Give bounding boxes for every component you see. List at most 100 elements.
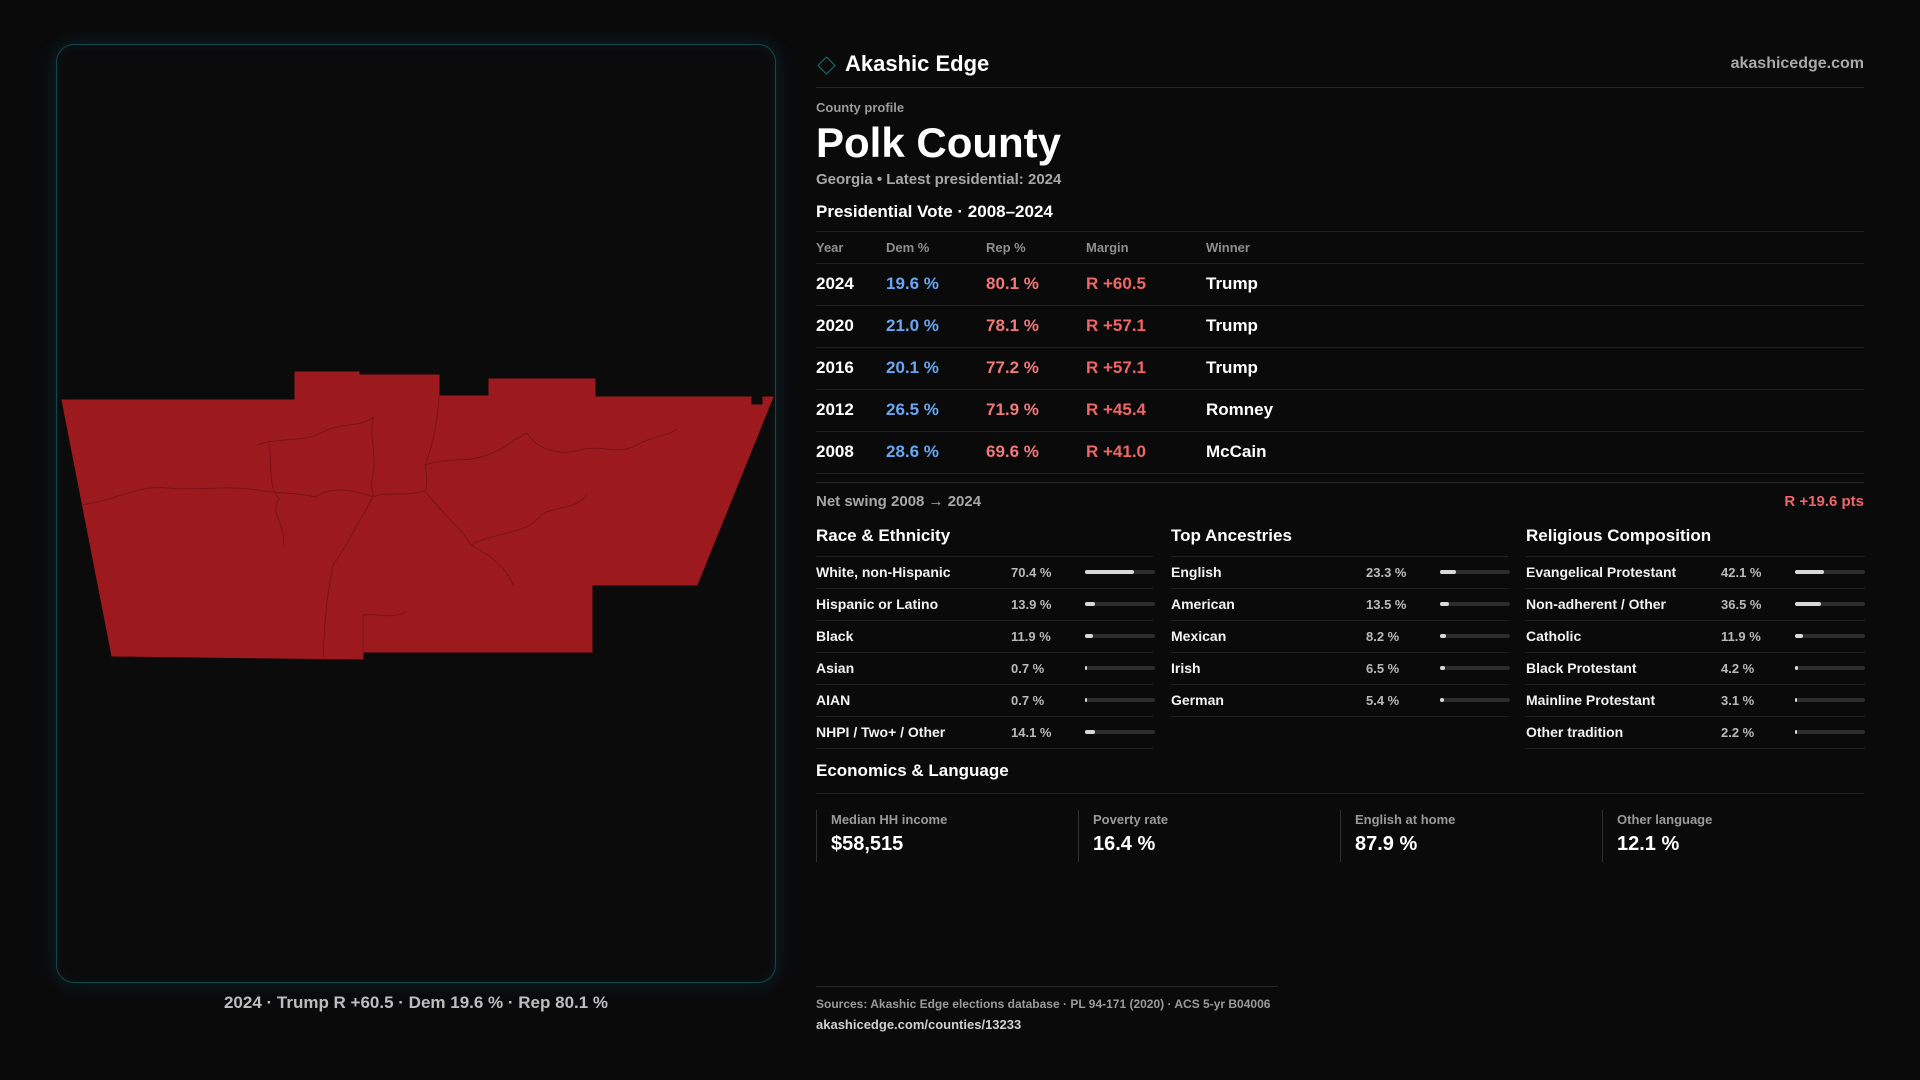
list-item: Irish 6.5 % <box>1171 653 1510 685</box>
cell-winner: Trump <box>1206 305 1864 348</box>
item-label: English <box>1171 564 1222 580</box>
cell-rep: 80.1 % <box>986 263 1086 306</box>
religion-title: Religious Composition <box>1526 526 1865 557</box>
share-bar-fill <box>1795 570 1825 574</box>
table-row: 2012 26.5 % 71.9 % R +45.4 Romney <box>816 389 1864 432</box>
share-bar <box>1085 602 1155 606</box>
table-row: 2016 20.1 % 77.2 % R +57.1 Trump <box>816 347 1864 390</box>
map-caption: 2024 · Trump R +60.5 · Dem 19.6 % · Rep … <box>223 993 609 1012</box>
stat-value: $58,515 <box>831 832 904 855</box>
county-shape <box>61 371 774 660</box>
stat-card: Poverty rate 16.4 % <box>1078 809 1340 862</box>
list-item: NHPI / Two+ / Other 14.1 % <box>816 717 1155 749</box>
share-bar-fill <box>1795 602 1821 606</box>
share-bar <box>1440 602 1510 606</box>
item-value: 4.2 % <box>1721 660 1755 676</box>
list-item: Black 11.9 % <box>816 621 1155 653</box>
share-bar <box>1795 570 1865 574</box>
list-item: Mainline Protestant 3.1 % <box>1526 685 1865 717</box>
item-label: Asian <box>816 660 855 676</box>
ancestry-panel: Top Ancestries English 23.3 % American 13.5… <box>1171 526 1510 749</box>
economics-title: Economics & Language <box>816 761 1864 794</box>
item-label: American <box>1171 596 1235 612</box>
item-value: 0.7 % <box>1011 660 1045 676</box>
column-header-rep: Rep % <box>986 232 1086 264</box>
share-bar <box>1085 570 1155 574</box>
net-swing-label: Net swing 2008 → 2024 <box>816 492 982 510</box>
cell-year: 2024 <box>816 263 886 306</box>
page-subtitle: Georgia • Latest presidential: 2024 <box>816 171 1062 188</box>
footer-url-link[interactable]: akashicedge.com/counties/13233 <box>816 1017 1022 1032</box>
share-bar-fill <box>1440 634 1446 638</box>
column-header-dem: Dem % <box>886 232 986 264</box>
cell-rep: 78.1 % <box>986 305 1086 348</box>
net-swing-value: R +19.6 pts <box>1784 492 1864 510</box>
column-header-margin: Margin <box>1086 232 1206 264</box>
item-label: Hispanic or Latino <box>816 596 939 612</box>
list-item: Black Protestant 4.2 % <box>1526 653 1865 685</box>
share-bar-fill <box>1440 666 1445 670</box>
list-item: Non-adherent / Other 36.5 % <box>1526 589 1865 621</box>
presidential-vote-table: Year Dem % Rep % Margin Winner 2024 19.6… <box>816 232 1864 474</box>
brand[interactable]: Akashic Edge <box>816 51 989 77</box>
cell-dem: 28.6 % <box>886 431 986 474</box>
item-value: 42.1 % <box>1721 564 1762 580</box>
share-bar-fill <box>1440 602 1450 606</box>
share-bar-fill <box>1795 730 1798 734</box>
item-value: 36.5 % <box>1721 596 1762 612</box>
column-header-winner: Winner <box>1206 232 1864 264</box>
table-row: 2024 19.6 % 80.1 % R +60.5 Trump <box>816 263 1864 306</box>
share-bar <box>1085 666 1155 670</box>
stat-card: Median HH income $58,515 <box>816 809 1078 862</box>
demographics-section: Race & Ethnicity White, non-Hispanic 70.4… <box>816 526 1865 749</box>
item-value: 14.1 % <box>1011 724 1052 740</box>
list-item: Hispanic or Latino 13.9 % <box>816 589 1155 621</box>
list-item: AIAN 0.7 % <box>816 685 1155 717</box>
brand-header: Akashic Edge akashicedge.com <box>816 40 1864 88</box>
list-item: Evangelical Protestant 42.1 % <box>1526 557 1865 589</box>
brand-url-link[interactable]: akashicedge.com <box>1730 54 1864 72</box>
item-label: AIAN <box>816 692 851 708</box>
cell-winner: Trump <box>1206 347 1864 390</box>
list-item: Catholic 11.9 % <box>1526 621 1865 653</box>
item-value: 0.7 % <box>1011 692 1045 708</box>
religion-panel: Religious Composition Evangelical Protes… <box>1526 526 1865 749</box>
stat-label: Other language <box>1617 811 1713 827</box>
item-value: 13.5 % <box>1366 596 1407 612</box>
item-value: 5.4 % <box>1366 692 1400 708</box>
item-label: Mainline Protestant <box>1526 692 1656 708</box>
item-value: 13.9 % <box>1011 596 1052 612</box>
economics-grid: Median HH income $58,515 Poverty rate 16… <box>816 809 1864 862</box>
list-item: White, non-Hispanic 70.4 % <box>816 557 1155 589</box>
share-bar <box>1795 666 1865 670</box>
share-bar-fill <box>1440 570 1457 574</box>
ancestry-title: Top Ancestries <box>1171 526 1508 557</box>
cell-winner: McCain <box>1206 431 1864 474</box>
county-map-panel <box>56 44 776 983</box>
column-header-year: Year <box>816 232 886 264</box>
footer-sources: Sources: Akashic Edge elections database… <box>816 997 1271 1011</box>
list-item: Mexican 8.2 % <box>1171 621 1510 653</box>
item-label: Black <box>816 628 854 644</box>
brand-name: Akashic Edge <box>845 50 990 76</box>
share-bar <box>1085 730 1155 734</box>
share-bar <box>1440 570 1510 574</box>
precinct-lines <box>80 395 678 658</box>
item-value: 23.3 % <box>1366 564 1407 580</box>
item-label: Non-adherent / Other <box>1526 596 1667 612</box>
stat-label: Poverty rate <box>1093 811 1169 827</box>
cell-winner: Trump <box>1206 263 1864 306</box>
share-bar-fill <box>1085 666 1088 670</box>
stat-value: 87.9 % <box>1355 832 1418 855</box>
ancestry-list: English 23.3 % American 13.5 % Mexican 8.2 % I… <box>1171 557 1510 717</box>
cell-year: 2016 <box>816 347 886 390</box>
diamond-logo-icon <box>817 56 836 75</box>
item-value: 2.2 % <box>1721 724 1755 740</box>
cell-dem: 20.1 % <box>886 347 986 390</box>
cell-rep: 77.2 % <box>986 347 1086 390</box>
share-bar <box>1440 666 1510 670</box>
share-bar <box>1795 730 1865 734</box>
item-value: 11.9 % <box>1721 628 1761 644</box>
race-ethnicity-panel: Race & Ethnicity White, non-Hispanic 70.4… <box>816 526 1155 749</box>
share-bar <box>1440 698 1510 702</box>
